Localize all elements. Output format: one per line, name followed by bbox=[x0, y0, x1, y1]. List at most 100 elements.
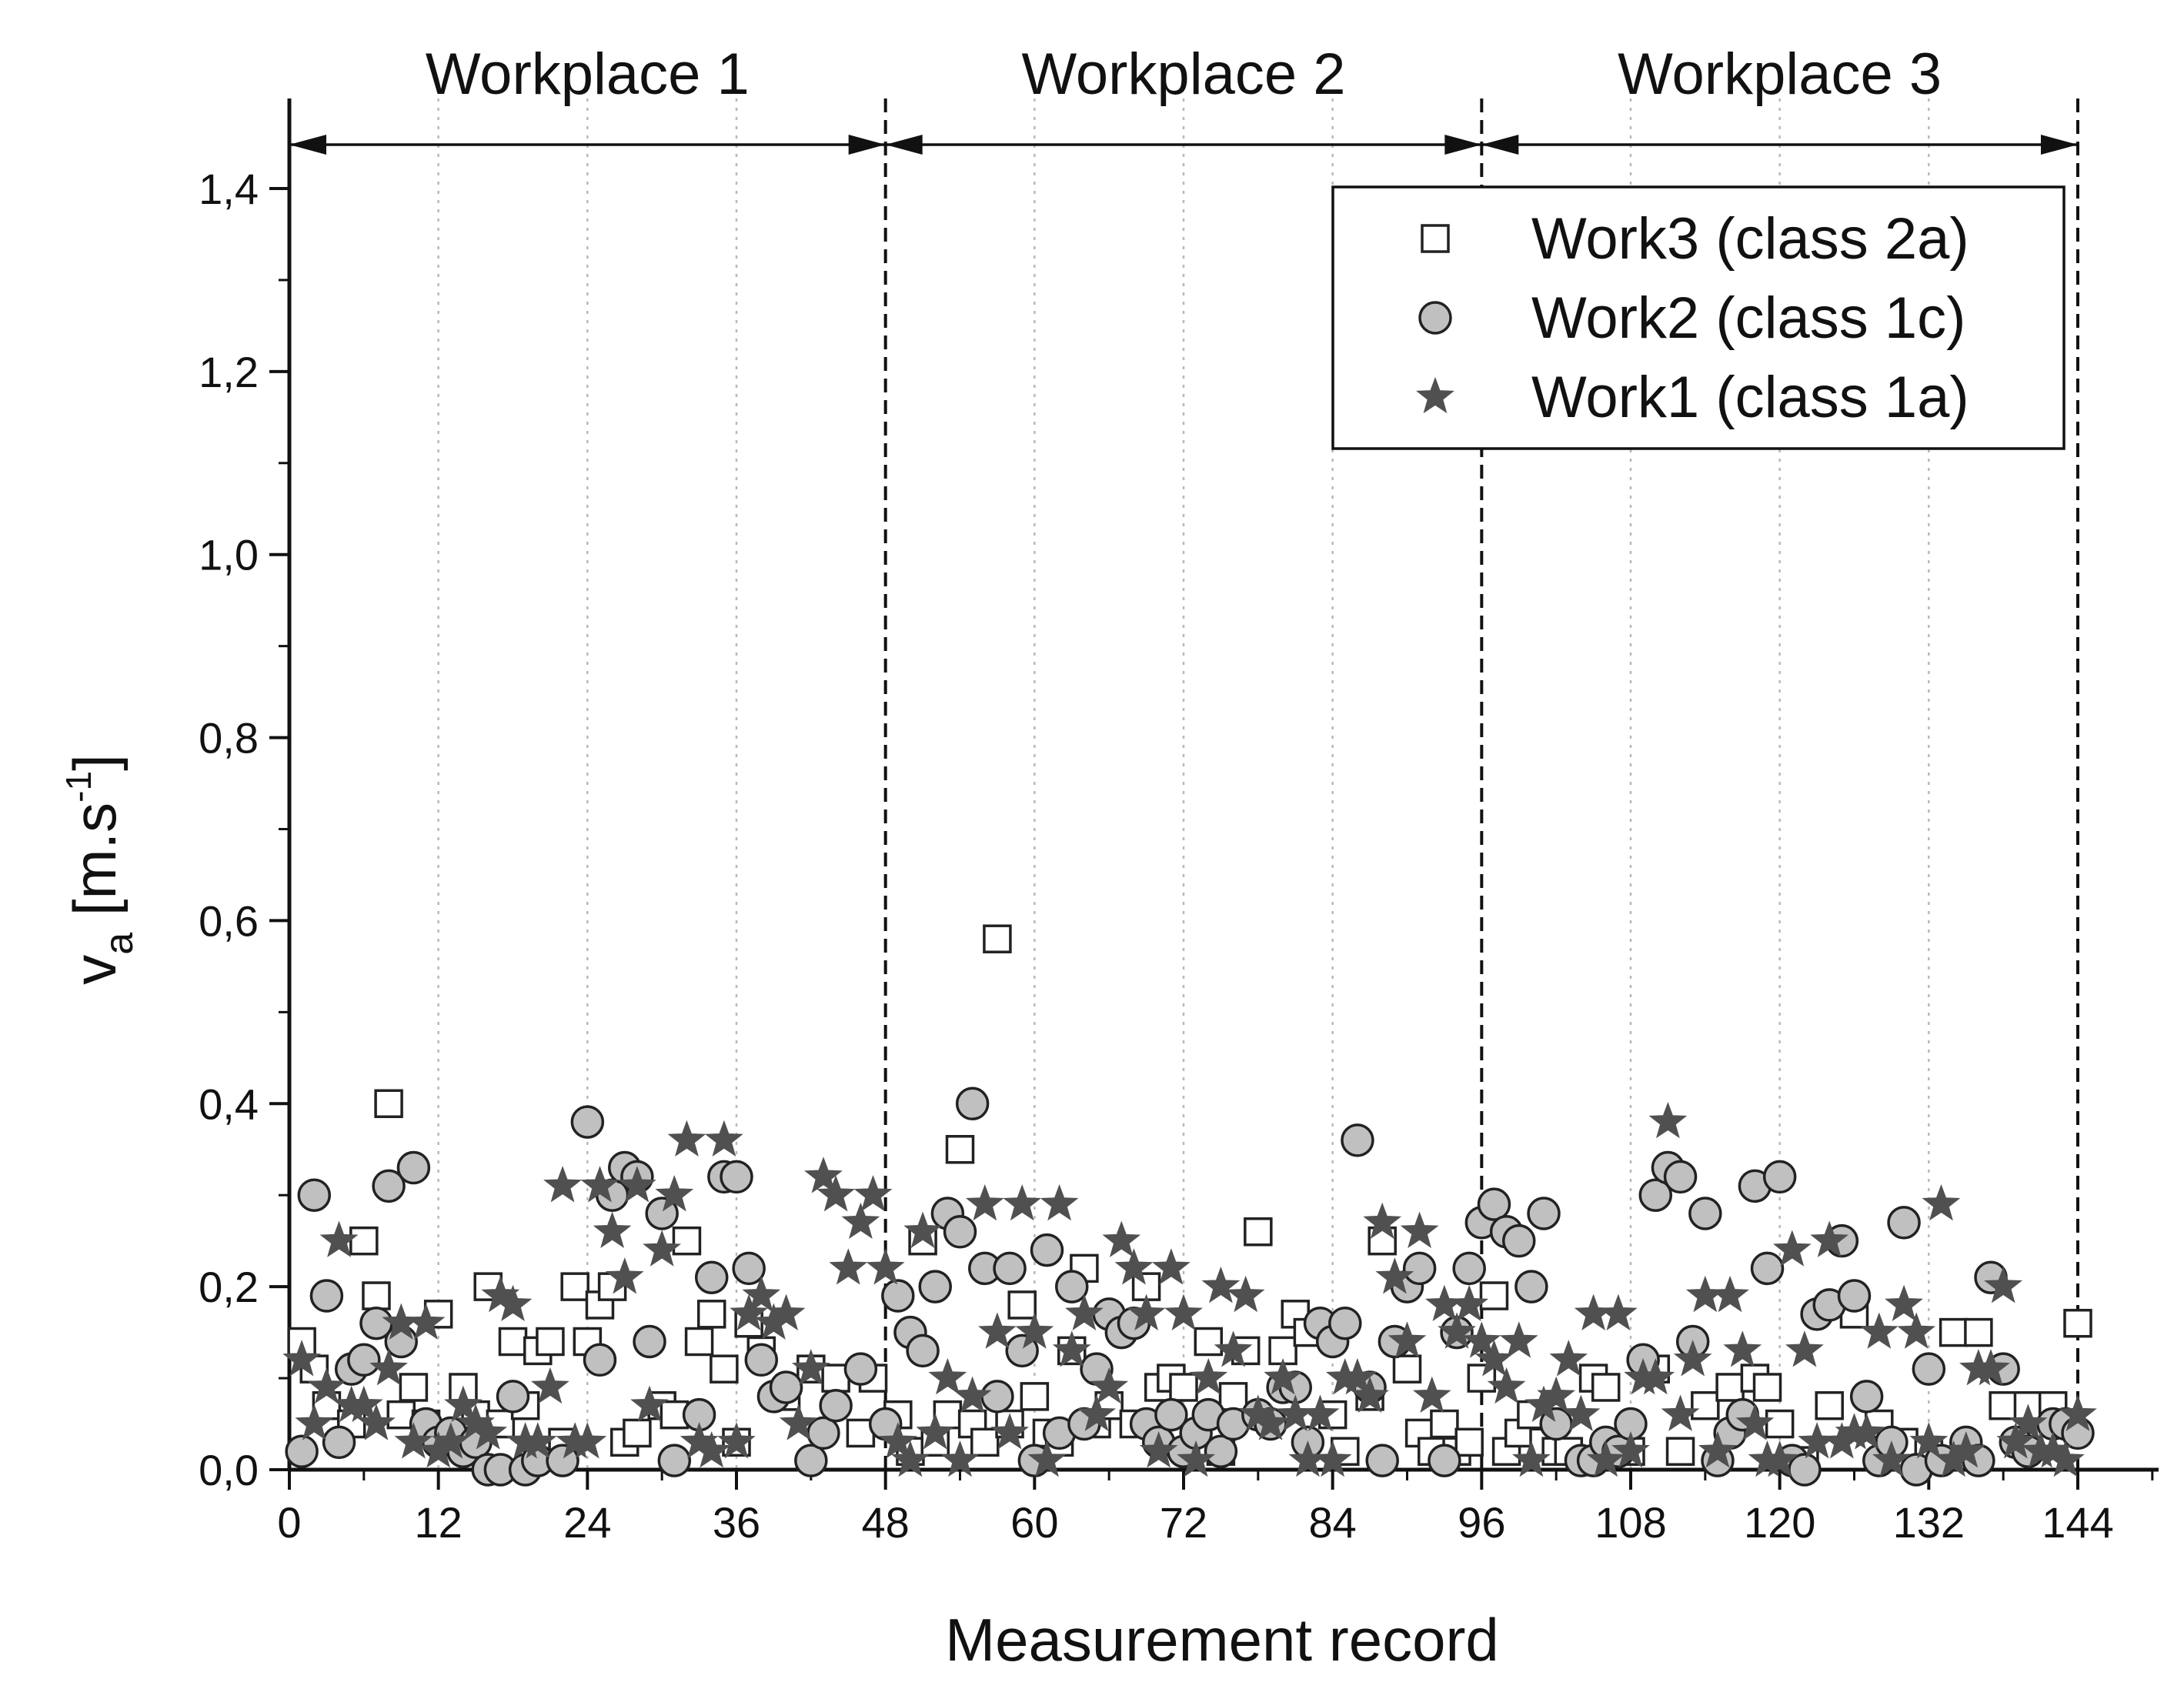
data-point-circle bbox=[1328, 1306, 1362, 1340]
data-point-square bbox=[1752, 1373, 1782, 1402]
data-point-star bbox=[1723, 1330, 1762, 1367]
data-point-circle bbox=[633, 1324, 666, 1359]
data-point-star bbox=[1711, 1275, 1749, 1313]
arrowhead-left bbox=[1481, 135, 1519, 155]
data-point-star bbox=[344, 1385, 383, 1422]
data-point-star bbox=[1810, 1220, 1849, 1257]
y-axis-unit-suffix: ] bbox=[61, 754, 129, 771]
data-point-star bbox=[1984, 1266, 2023, 1303]
data-point-star bbox=[1909, 1422, 1949, 1459]
data-point-star bbox=[779, 1404, 818, 1440]
data-point-star bbox=[928, 1357, 967, 1395]
y-tick-label: 1,4 bbox=[199, 165, 259, 213]
data-point-circle bbox=[1402, 1251, 1437, 1286]
region-label: Workplace 3 bbox=[1618, 42, 1942, 107]
data-point-circle bbox=[1154, 1397, 1188, 1432]
data-point-square bbox=[560, 1272, 589, 1301]
data-point-square bbox=[2063, 1308, 2092, 1338]
data-point-square bbox=[1020, 1382, 1050, 1411]
data-point-star bbox=[878, 1422, 917, 1459]
data-point-circle bbox=[769, 1370, 803, 1404]
data-point-star bbox=[1090, 1367, 1129, 1404]
x-tick-label: 108 bbox=[1595, 1498, 1666, 1547]
data-point-circle bbox=[1055, 1270, 1089, 1303]
data-point-square bbox=[672, 1226, 702, 1256]
data-point-star bbox=[1027, 1440, 1067, 1477]
x-tick-label: 120 bbox=[1744, 1498, 1815, 1547]
legend-label: Work3 (class 2a) bbox=[1531, 206, 1969, 272]
data-point-star bbox=[394, 1422, 433, 1459]
data-point-circle bbox=[993, 1251, 1027, 1286]
data-point-circle bbox=[720, 1160, 753, 1194]
data-point-circle bbox=[1204, 1434, 1238, 1468]
data-point-star bbox=[866, 1248, 905, 1285]
data-point-circle bbox=[794, 1444, 828, 1477]
data-point-star bbox=[816, 1175, 855, 1212]
data-point-star bbox=[307, 1367, 346, 1404]
y-axis-title: va [m.s-1] bbox=[58, 754, 142, 985]
data-point-star bbox=[493, 1284, 533, 1322]
data-point-circle bbox=[694, 1260, 729, 1294]
data-point-square bbox=[1169, 1373, 1198, 1402]
arrowhead-right bbox=[2041, 135, 2078, 155]
data-point-star bbox=[406, 1303, 446, 1340]
data-point-star bbox=[1400, 1211, 1439, 1248]
legend-box bbox=[1331, 185, 2065, 450]
data-point-star bbox=[1487, 1367, 1526, 1404]
data-point-star bbox=[1586, 1440, 1625, 1477]
data-point-star bbox=[1052, 1330, 1091, 1367]
data-point-star bbox=[829, 1248, 868, 1285]
data-point-circle bbox=[1912, 1352, 1946, 1386]
data-point-circle bbox=[1762, 1160, 1797, 1194]
data-point-square bbox=[970, 1427, 1000, 1457]
data-point-star bbox=[431, 1422, 470, 1459]
y-axis-subscript: a bbox=[97, 933, 142, 955]
data-point-square bbox=[1479, 1281, 1509, 1310]
x-tick-label: 132 bbox=[1893, 1498, 1965, 1547]
legend-marker-circle bbox=[1418, 301, 1452, 335]
data-point-square bbox=[684, 1327, 714, 1357]
grid-lines bbox=[437, 98, 1930, 1470]
data-point-star bbox=[1151, 1248, 1191, 1285]
region-label: Workplace 1 bbox=[426, 42, 750, 107]
data-point-star bbox=[1499, 1321, 1538, 1358]
data-point-star bbox=[1251, 1404, 1290, 1440]
data-point-star bbox=[1972, 1349, 2010, 1386]
x-tick-label: 0 bbox=[277, 1498, 301, 1547]
data-point-circle bbox=[881, 1279, 915, 1313]
data-point-star bbox=[692, 1431, 731, 1468]
data-point-circle bbox=[1788, 1453, 1822, 1487]
data-point-circle bbox=[1837, 1279, 1872, 1313]
data-point-star bbox=[1164, 1293, 1203, 1330]
x-tick-label: 84 bbox=[1309, 1498, 1357, 1547]
x-tick-label: 48 bbox=[862, 1498, 910, 1547]
data-point-star bbox=[1214, 1330, 1253, 1367]
data-point-star bbox=[1412, 1376, 1451, 1414]
data-point-circle bbox=[1030, 1233, 1064, 1267]
data-point-square bbox=[1194, 1327, 1224, 1357]
x-tick-label: 60 bbox=[1010, 1498, 1058, 1547]
data-point-circle bbox=[1514, 1270, 1548, 1303]
data-point-star bbox=[791, 1349, 830, 1386]
y-axis-symbol: v bbox=[61, 955, 129, 985]
data-point-star bbox=[1388, 1321, 1427, 1358]
x-tick-label: 12 bbox=[415, 1498, 463, 1547]
data-point-star bbox=[1003, 1183, 1042, 1221]
data-point-circle bbox=[570, 1105, 605, 1139]
data-point-star bbox=[730, 1293, 769, 1330]
data-point-star bbox=[593, 1211, 632, 1248]
x-tick-label: 144 bbox=[2042, 1498, 2113, 1547]
data-point-star bbox=[1351, 1376, 1389, 1414]
data-point-star bbox=[1201, 1266, 1241, 1303]
data-point-circle bbox=[322, 1425, 356, 1460]
data-point-star bbox=[891, 1440, 930, 1477]
legend: Work3 (class 2a) Work2 (class 1c) Work1 (c… bbox=[1331, 185, 2065, 450]
data-point-star bbox=[444, 1385, 483, 1422]
data-point-circle bbox=[1887, 1206, 1921, 1240]
y-axis-unit-superscript: -1 bbox=[58, 771, 99, 803]
data-point-circle bbox=[1638, 1178, 1673, 1212]
data-point-square bbox=[1454, 1427, 1484, 1457]
data-point-circle bbox=[1341, 1123, 1374, 1157]
data-point-star bbox=[605, 1257, 644, 1294]
